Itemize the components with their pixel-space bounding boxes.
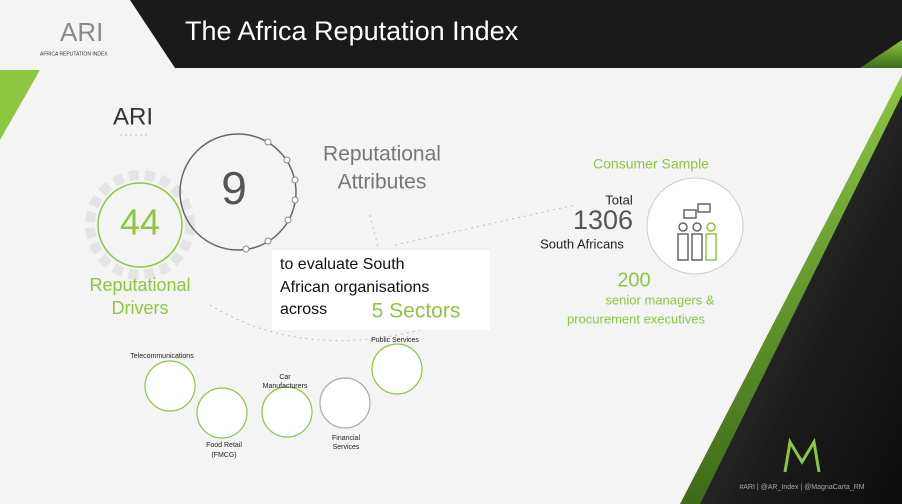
- label: Attributes: [338, 171, 427, 194]
- sector-labels: Telecommunications Food Retail (FMCG) Ca…: [130, 337, 419, 459]
- text: across: [280, 301, 327, 318]
- sector-label: Services: [333, 444, 360, 451]
- title-banner: [130, 0, 902, 68]
- label: 5 Sectors: [372, 300, 461, 323]
- number: 44: [120, 202, 160, 243]
- label: ARI: [113, 103, 153, 130]
- footer: #ARI | @AR_Index | @MagnaCarta_RM: [739, 484, 864, 491]
- connectors: [209, 204, 576, 342]
- text: South Africans: [540, 236, 624, 251]
- text-box: [272, 250, 490, 330]
- number: 1306: [573, 205, 633, 235]
- sector-label: Food Retail: [206, 442, 242, 449]
- label: procurement executives: [567, 311, 706, 326]
- text: to evaluate South: [280, 256, 405, 273]
- text: Total: [605, 192, 633, 207]
- label: senior managers &: [605, 292, 714, 307]
- accent: [0, 70, 40, 140]
- circle: [179, 133, 297, 251]
- title: The Africa Reputation Index: [185, 16, 519, 46]
- logo-tagline: AFRICA REPUTATION INDEX: [40, 51, 108, 57]
- label: Reputational: [323, 143, 441, 166]
- number: 9: [221, 162, 247, 214]
- sector-label: Public Services: [371, 337, 419, 344]
- text: African organisations: [280, 279, 429, 296]
- accent: [860, 40, 902, 68]
- heading: Consumer Sample: [593, 156, 709, 172]
- circle: [97, 182, 183, 268]
- circle: [646, 177, 744, 275]
- footer-logo: [783, 437, 821, 473]
- number: 200: [617, 269, 650, 291]
- sector-label: Manufacturers: [263, 383, 308, 390]
- sector-label: Car: [279, 374, 291, 381]
- sector-label: (FMCG): [211, 452, 236, 459]
- dots: [242, 138, 299, 253]
- label: Drivers: [112, 298, 169, 318]
- sector-label: Financial: [332, 435, 360, 442]
- sector-icons: [144, 343, 423, 439]
- label: Reputational: [89, 275, 190, 295]
- logo-name: ARI: [60, 17, 103, 47]
- corner-panel: [700, 95, 902, 504]
- sector-label: Telecommunications: [130, 353, 194, 360]
- people-icon: [677, 203, 717, 261]
